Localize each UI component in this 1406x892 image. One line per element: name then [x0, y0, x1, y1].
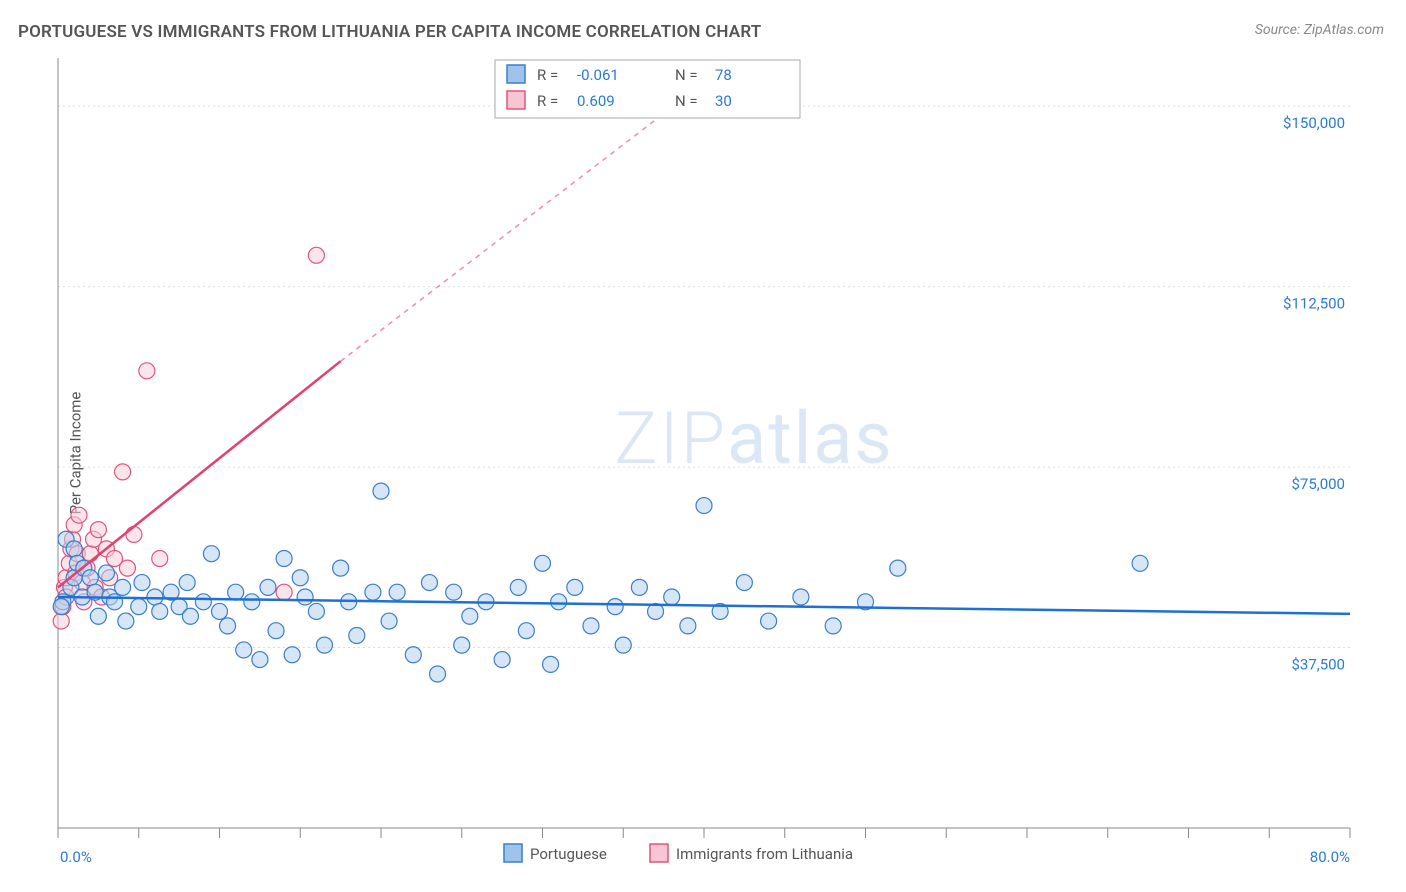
point-lithuania [139, 363, 155, 379]
point-portuguese [82, 570, 98, 586]
point-portuguese [761, 613, 777, 629]
point-lithuania [308, 247, 324, 263]
point-portuguese [252, 652, 268, 668]
point-portuguese [696, 498, 712, 514]
point-lithuania [53, 613, 69, 629]
plot-area: Per Capita Income $37,500$75,000$112,500… [50, 58, 1386, 848]
point-portuguese [430, 666, 446, 682]
point-portuguese [551, 594, 567, 610]
chart-title: PORTUGUESE VS IMMIGRANTS FROM LITHUANIA … [18, 22, 761, 42]
point-portuguese [182, 608, 198, 624]
svg-text:$150,000: $150,000 [1283, 114, 1345, 132]
svg-text:80.0%: 80.0% [1310, 848, 1350, 866]
point-portuguese [66, 541, 82, 557]
point-portuguese [115, 579, 131, 595]
point-portuguese [349, 628, 365, 644]
point-portuguese [373, 483, 389, 499]
point-portuguese [236, 642, 252, 658]
point-portuguese [607, 599, 623, 615]
point-portuguese [152, 603, 168, 619]
point-portuguese [212, 603, 228, 619]
point-portuguese [195, 594, 211, 610]
point-lithuania [126, 526, 142, 542]
point-portuguese [284, 647, 300, 663]
point-portuguese [268, 623, 284, 639]
point-lithuania [152, 551, 168, 567]
point-portuguese [365, 584, 381, 600]
point-portuguese [260, 579, 276, 595]
point-portuguese [631, 579, 647, 595]
point-portuguese [220, 618, 236, 634]
point-portuguese [1132, 555, 1148, 571]
legend-swatch [504, 844, 522, 862]
point-portuguese [535, 555, 551, 571]
point-portuguese [131, 599, 147, 615]
point-portuguese [316, 637, 332, 653]
legend-label: Immigrants from Lithuania [676, 845, 853, 863]
svg-text:R =: R = [537, 66, 558, 84]
point-portuguese [494, 652, 510, 668]
point-portuguese [615, 637, 631, 653]
point-portuguese [203, 546, 219, 562]
trend-line [58, 361, 341, 587]
point-portuguese [462, 608, 478, 624]
point-portuguese [421, 575, 437, 591]
point-portuguese [308, 603, 324, 619]
point-portuguese [53, 599, 69, 615]
point-portuguese [134, 575, 150, 591]
svg-text:0.609: 0.609 [577, 92, 615, 110]
point-portuguese [228, 584, 244, 600]
legend-swatch [650, 844, 668, 862]
point-portuguese [890, 560, 906, 576]
point-portuguese [664, 589, 680, 605]
point-portuguese [680, 618, 696, 634]
svg-text:-0.061: -0.061 [577, 66, 619, 84]
point-portuguese [244, 594, 260, 610]
svg-text:78: 78 [715, 66, 732, 84]
svg-text:N =: N = [675, 66, 698, 84]
point-portuguese [107, 594, 123, 610]
point-portuguese [179, 575, 195, 591]
svg-text:R =: R = [537, 92, 558, 110]
svg-text:$112,500: $112,500 [1283, 295, 1345, 313]
point-portuguese [98, 565, 114, 581]
point-portuguese [510, 579, 526, 595]
point-portuguese [381, 613, 397, 629]
point-portuguese [567, 579, 583, 595]
scatter-plot: $37,500 $75,000 $112,500 $150,000 ZIPatlas 0.… [50, 58, 1386, 848]
point-portuguese [333, 560, 349, 576]
point-portuguese [793, 589, 809, 605]
point-lithuania [119, 560, 135, 576]
chart-container: PORTUGUESE VS IMMIGRANTS FROM LITHUANIA … [0, 0, 1406, 892]
point-portuguese [297, 589, 313, 605]
point-portuguese [276, 551, 292, 567]
svg-text:N =: N = [675, 92, 698, 110]
point-lithuania [71, 507, 87, 523]
point-portuguese [543, 656, 559, 672]
point-portuguese [825, 618, 841, 634]
point-portuguese [292, 570, 308, 586]
point-portuguese [583, 618, 599, 634]
point-portuguese [90, 608, 106, 624]
point-lithuania [115, 464, 131, 480]
point-portuguese [405, 647, 421, 663]
point-lithuania [90, 522, 106, 538]
source-label: Source: ZipAtlas.com [1255, 22, 1384, 38]
point-portuguese [454, 637, 470, 653]
svg-text:$37,500: $37,500 [1291, 656, 1345, 674]
point-portuguese [389, 584, 405, 600]
point-lithuania [276, 584, 292, 600]
legend-label: Portuguese [530, 845, 607, 863]
svg-text:ZIPatlas: ZIPatlas [614, 396, 893, 481]
point-portuguese [736, 575, 752, 591]
legend-swatch [507, 91, 525, 109]
point-portuguese [518, 623, 534, 639]
legend-swatch [507, 65, 525, 83]
point-portuguese [446, 584, 462, 600]
point-portuguese [118, 613, 134, 629]
svg-text:$75,000: $75,000 [1291, 475, 1345, 493]
svg-text:30: 30 [715, 92, 732, 110]
svg-text:0.0%: 0.0% [60, 848, 92, 866]
